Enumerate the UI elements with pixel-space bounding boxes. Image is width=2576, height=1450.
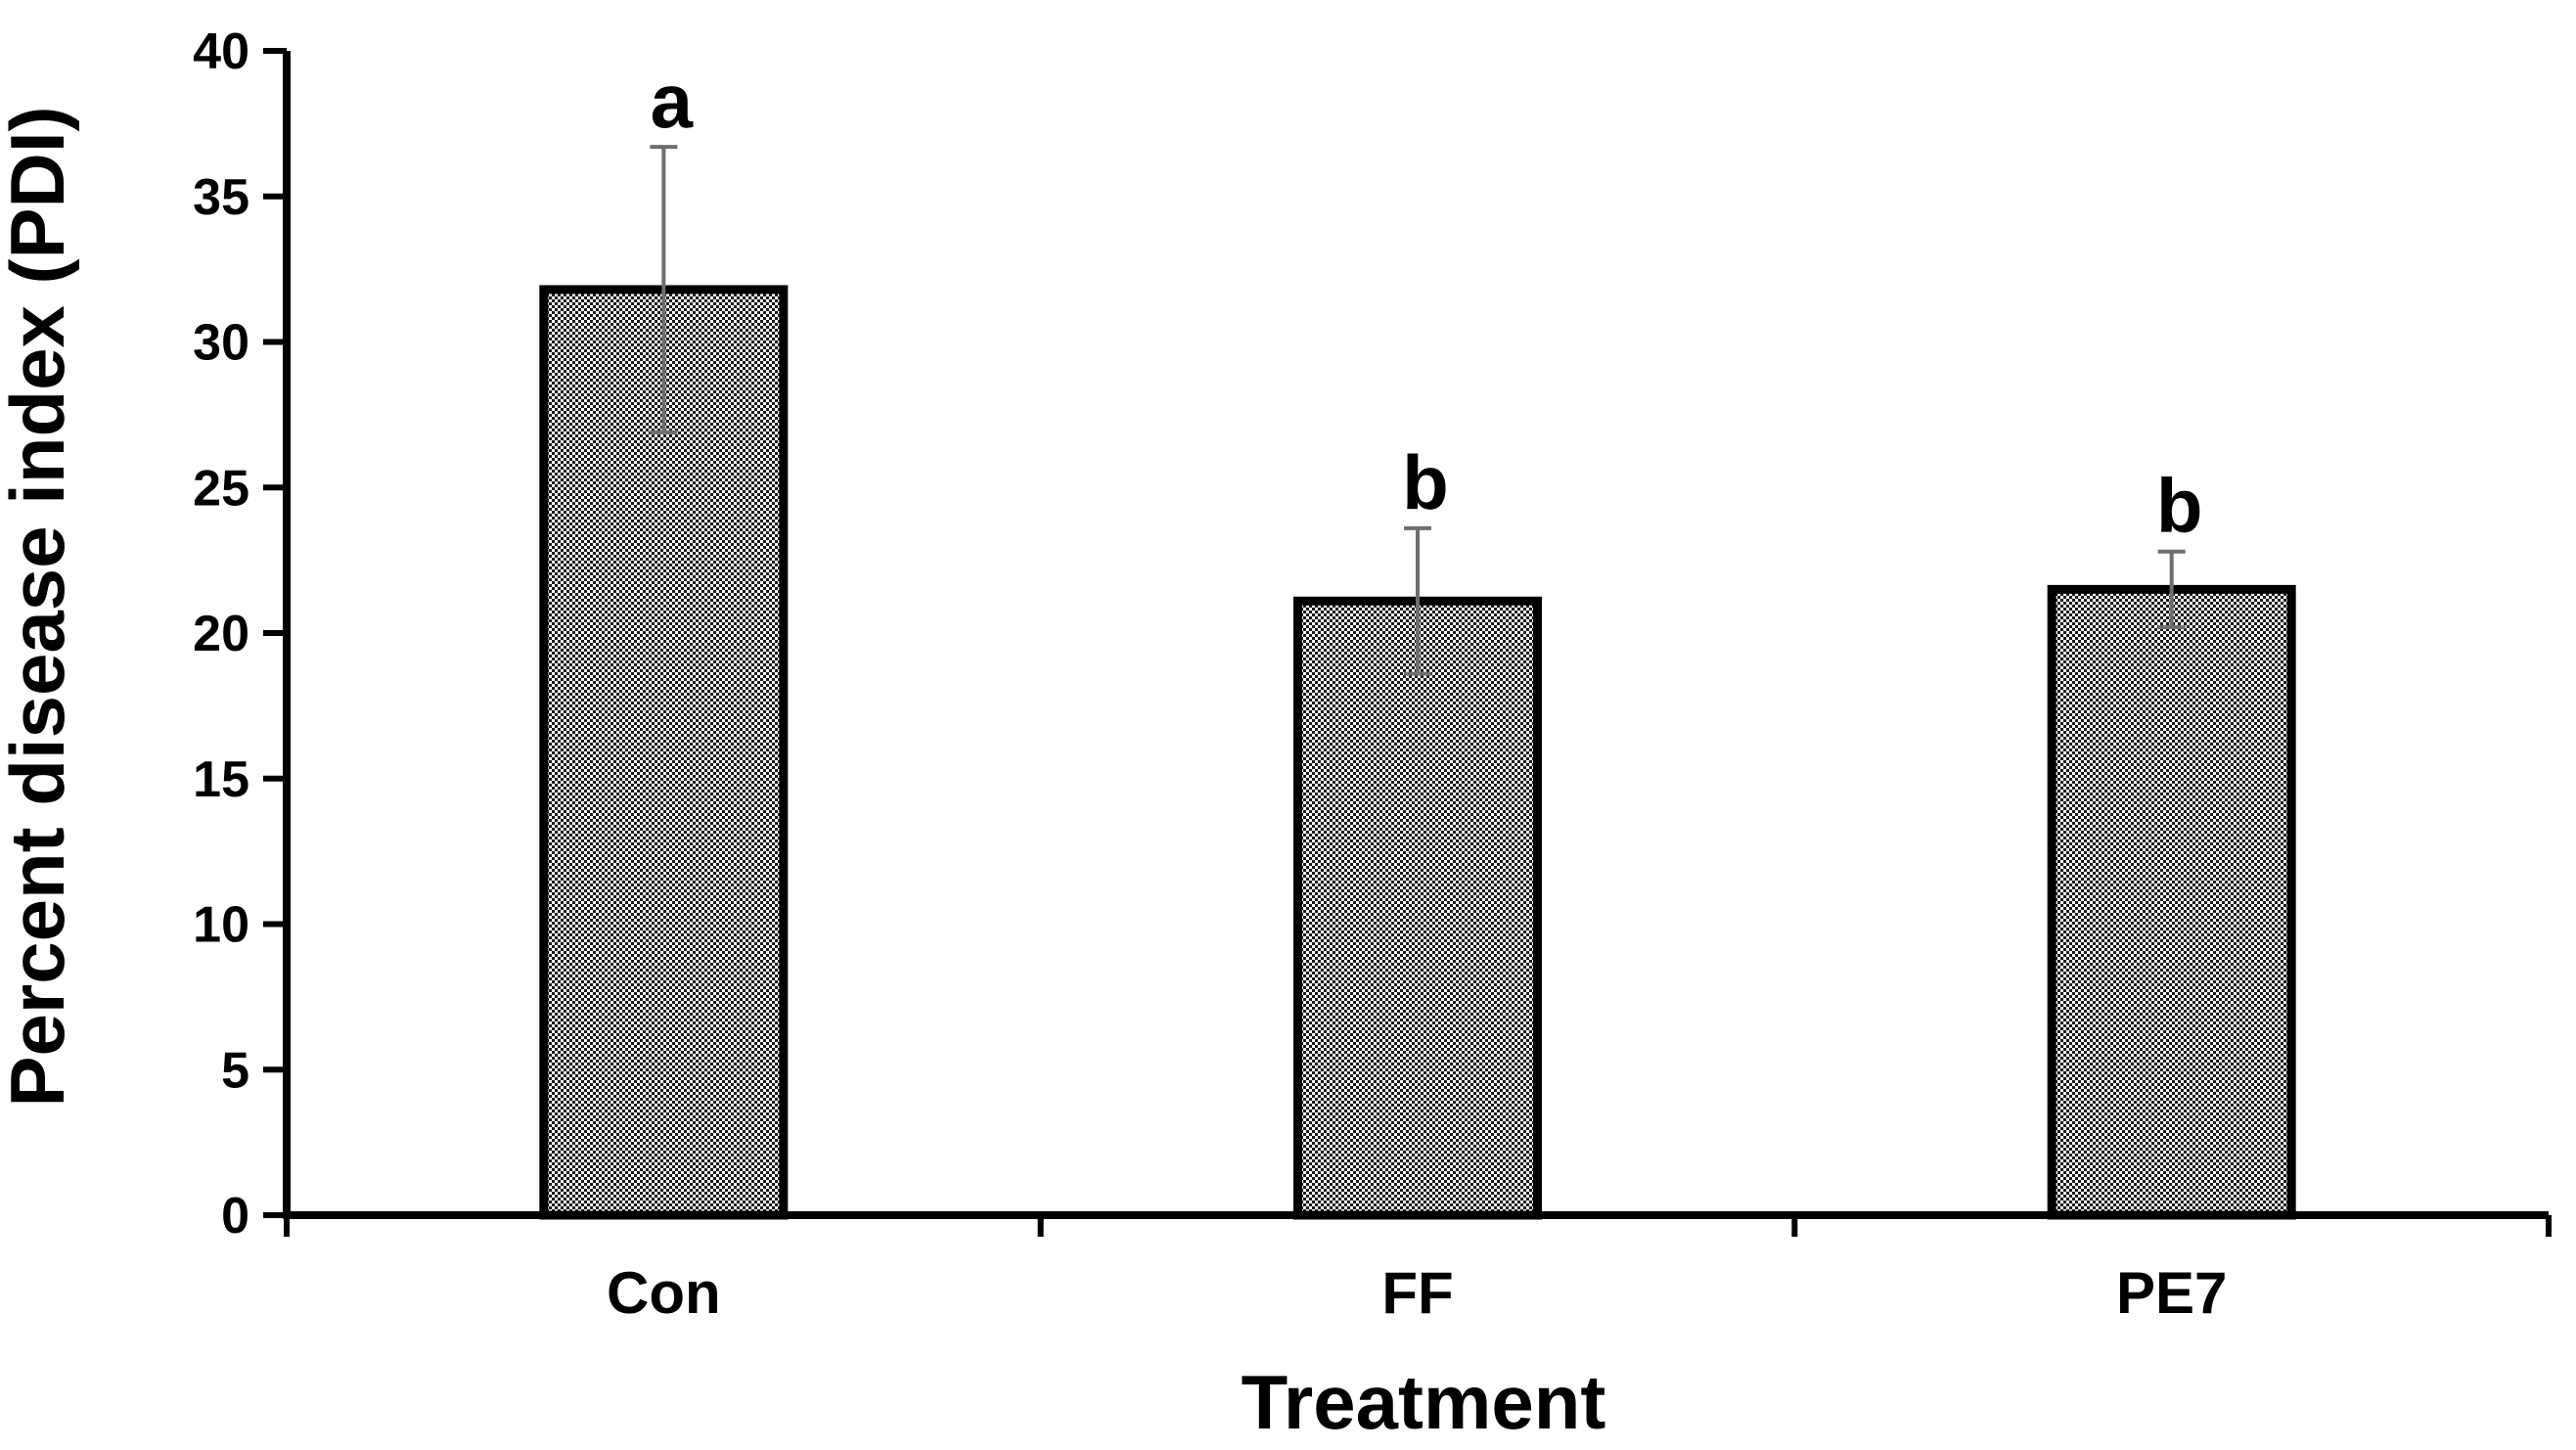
y-tick-label: 10 — [193, 897, 249, 954]
bar-pe7 — [2047, 584, 2296, 1220]
y-tick-label: 40 — [193, 23, 249, 80]
significance-label: b — [1402, 439, 1449, 525]
y-tick-label: 0 — [221, 1188, 249, 1245]
category-label: PE7 — [2116, 1260, 2227, 1326]
y-tick-label: 15 — [193, 751, 249, 808]
y-tick-label: 35 — [193, 169, 249, 226]
significance-label: a — [651, 58, 694, 144]
significance-label: b — [2156, 463, 2203, 549]
y-axis-title: Percent disease index (PDI) — [0, 106, 80, 1107]
y-tick-label: 5 — [221, 1042, 249, 1099]
category-label: FF — [1381, 1260, 1453, 1326]
category-label: Con — [607, 1260, 721, 1326]
bar-ff — [1293, 596, 1542, 1220]
x-axis-title: Treatment — [1242, 1359, 1606, 1445]
y-tick-label: 25 — [193, 460, 249, 517]
y-tick-label: 30 — [193, 315, 249, 372]
y-tick-label: 20 — [193, 606, 249, 662]
bar-con — [539, 285, 789, 1220]
